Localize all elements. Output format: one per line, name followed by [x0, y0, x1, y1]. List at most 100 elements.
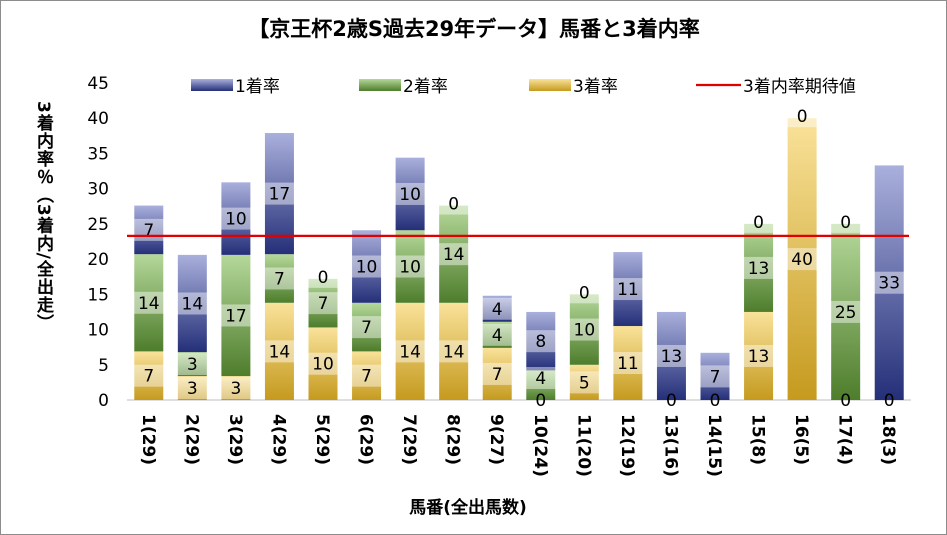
data-label-bg [261, 340, 298, 363]
data-label-bg [522, 367, 559, 389]
bar-segment [352, 230, 382, 303]
data-label: 0 [753, 213, 764, 233]
y-tick-label: 5 [98, 356, 109, 376]
bar-segment [177, 254, 207, 353]
data-label-bg [784, 248, 821, 271]
data-label: 17 [269, 185, 291, 205]
data-label-bg [217, 377, 254, 400]
bar-segment [264, 133, 294, 255]
data-label-bg [566, 281, 603, 304]
data-label: 14 [443, 342, 465, 362]
data-label: 7 [318, 294, 329, 314]
x-tick-label: 1(29) [138, 414, 158, 465]
legend-label: 3着内率期待値 [743, 77, 856, 97]
data-label: 10 [399, 258, 421, 278]
data-label: 13 [661, 347, 683, 367]
x-tick-label: 12(19) [617, 414, 637, 477]
y-tick-label: 25 [87, 215, 109, 235]
bar-segment [482, 295, 512, 322]
data-label-bg [871, 271, 908, 294]
data-label-bg [305, 352, 341, 375]
bar-segment [177, 376, 207, 400]
data-label-bg [479, 323, 516, 346]
data-label: 13 [748, 347, 770, 367]
data-label-bg [479, 362, 516, 385]
data-label: 7 [710, 367, 721, 387]
data-label-bg [566, 318, 603, 341]
data-label: 0 [840, 391, 851, 411]
bar-segment [308, 327, 338, 400]
data-label: 7 [274, 269, 285, 289]
data-label: 4 [535, 369, 546, 389]
data-label-bg [827, 300, 864, 323]
bar-segment [787, 118, 817, 400]
x-tick-label: 8(29) [443, 414, 463, 465]
data-label: 14 [399, 342, 421, 362]
data-label: 3 [187, 379, 198, 399]
x-tick-label: 18(3) [878, 414, 898, 465]
data-label: 40 [791, 250, 813, 270]
data-label: 0 [666, 391, 677, 411]
bar-segment [177, 352, 207, 377]
bar-segment [221, 182, 251, 255]
data-label-bg [392, 340, 429, 363]
data-label: 0 [535, 391, 546, 411]
data-label: 25 [835, 303, 857, 323]
data-label-bg [174, 292, 211, 315]
data-label: 5 [579, 373, 590, 393]
bar-segment [744, 311, 774, 400]
data-label-bg [609, 278, 646, 301]
bar-segment [134, 351, 164, 400]
y-tick-label: 15 [87, 285, 109, 305]
legend-label: 1着率 [235, 77, 280, 97]
x-tick-label: 7(29) [399, 414, 419, 465]
data-label-bg [305, 265, 341, 288]
data-label-bg [261, 182, 298, 205]
x-tick-label: 15(8) [748, 414, 768, 465]
data-label: 0 [710, 391, 721, 411]
data-label: 0 [797, 107, 808, 127]
x-tick-label: 10(24) [530, 414, 550, 477]
y-tick-label: 0 [98, 391, 109, 411]
legend-label: 3着率 [573, 77, 618, 97]
data-label: 0 [884, 391, 895, 411]
data-label: 14 [443, 245, 465, 265]
data-label: 4 [492, 326, 503, 346]
bar-segment [482, 347, 512, 400]
bar-segment [613, 252, 643, 327]
legend-swatch [529, 79, 571, 91]
x-tick-label: 2(29) [181, 414, 201, 465]
bar-segment [264, 302, 294, 400]
legend-swatch [191, 79, 233, 91]
data-label: 3 [230, 379, 241, 399]
bar-segment [352, 302, 382, 352]
data-label-bg [479, 297, 516, 320]
bar-segment [221, 376, 251, 400]
bar-segment [874, 165, 904, 400]
data-label-bg [130, 364, 167, 387]
data-label-bg [392, 182, 429, 205]
data-label-bg [435, 243, 472, 266]
data-label-bg [827, 210, 864, 233]
data-label-bg [566, 371, 603, 394]
data-label-bg [217, 207, 254, 230]
bar-segment [526, 370, 556, 400]
data-label-bg [740, 210, 777, 233]
legend-label: 2着率 [403, 77, 448, 97]
x-tick-label: 9(27) [486, 414, 506, 465]
data-label: 7 [143, 221, 154, 241]
data-label: 8 [535, 332, 546, 352]
x-tick-label: 17(4) [835, 414, 855, 465]
data-label: 0 [448, 195, 459, 215]
data-label: 3 [187, 355, 198, 375]
x-tick-label: 4(29) [268, 414, 288, 465]
data-label-bg [392, 255, 429, 278]
y-tick-label: 20 [87, 250, 109, 270]
y-tick-label: 35 [87, 144, 109, 164]
x-tick-label: 16(5) [791, 414, 811, 465]
data-label: 11 [617, 354, 639, 374]
data-label: 14 [182, 294, 204, 314]
bar-segment [526, 311, 556, 371]
data-label: 0 [579, 283, 590, 303]
